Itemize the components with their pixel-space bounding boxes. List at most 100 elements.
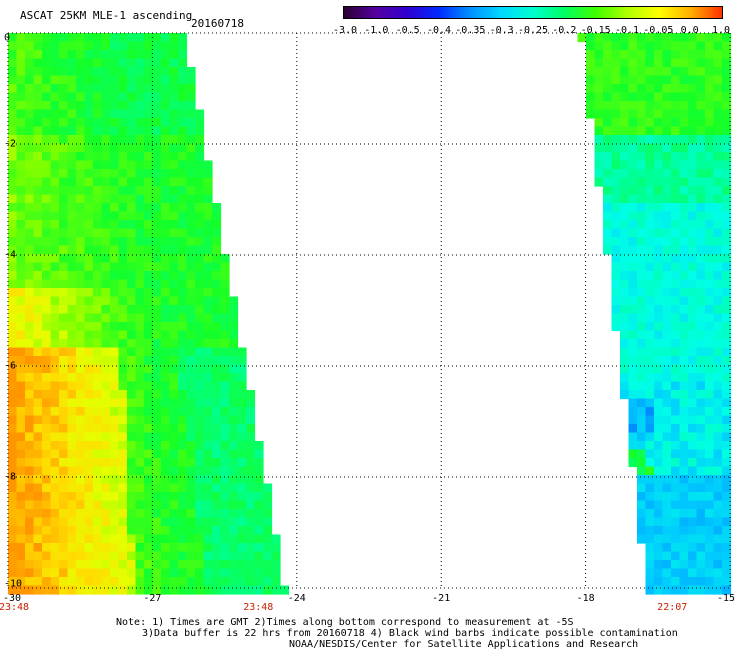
swath-cell <box>628 279 638 289</box>
swath-cell <box>195 509 205 519</box>
lat-tick-label: -10 <box>4 578 23 590</box>
swath-cell <box>118 458 128 468</box>
swath-cell <box>118 41 128 51</box>
swath-cell <box>645 254 655 264</box>
swath-cell <box>620 237 630 247</box>
swath-cell <box>203 381 213 391</box>
swath-cell <box>645 143 655 153</box>
swath-cell <box>152 33 162 43</box>
swath-cell <box>127 509 137 519</box>
swath-cell <box>688 75 698 85</box>
swath-cell <box>110 560 120 570</box>
swath-cell <box>611 296 621 306</box>
swath-cell <box>42 126 52 136</box>
swath-cell <box>42 381 52 391</box>
lat-tick-label: -2 <box>4 138 17 150</box>
swath-cell <box>662 152 672 162</box>
swath-cell <box>67 177 77 187</box>
swath-cell <box>8 135 18 145</box>
swath-cell <box>127 109 137 119</box>
swath-cell <box>101 466 111 476</box>
swath-cell <box>594 75 604 85</box>
swath-cell <box>50 33 60 43</box>
swath-cell <box>101 381 111 391</box>
swath-cell <box>237 441 247 451</box>
swath-cell <box>161 398 171 408</box>
swath-cell <box>59 262 69 272</box>
swath-cell <box>101 424 111 434</box>
swath-cell <box>178 322 188 332</box>
swath-cell <box>101 228 111 238</box>
swath-cell <box>101 373 111 383</box>
swath-cell <box>186 186 196 196</box>
swath-cell <box>67 322 77 332</box>
swath-cell <box>59 551 69 561</box>
swath-cell <box>16 483 26 493</box>
swath-cell <box>84 75 94 85</box>
swath-cell <box>16 92 26 102</box>
swath-cell <box>161 271 171 281</box>
swath-cell <box>603 50 613 60</box>
swath-cell <box>50 84 60 94</box>
swath-cell <box>50 509 60 519</box>
swath-cell <box>611 126 621 136</box>
swath-cell <box>263 534 273 544</box>
swath-cell <box>212 237 222 247</box>
swath-cell <box>161 475 171 485</box>
swath-cell <box>101 58 111 68</box>
swath-cell <box>212 373 222 383</box>
swath-cell <box>637 118 647 128</box>
swath-cell <box>93 364 103 374</box>
swath-cell <box>84 271 94 281</box>
swath-cell <box>161 568 171 578</box>
swath-cell <box>212 339 222 349</box>
swath-cell <box>16 415 26 425</box>
swath-cell <box>620 373 630 383</box>
swath-cell <box>722 118 732 128</box>
swath-cell <box>42 398 52 408</box>
swath-cell <box>705 237 715 247</box>
swath-cell <box>254 560 264 570</box>
swath-cell <box>679 313 689 323</box>
swath-cell <box>169 339 179 349</box>
swath-cell <box>67 135 77 145</box>
swath-cell <box>93 177 103 187</box>
swath-cell <box>67 160 77 170</box>
swath-cell <box>118 441 128 451</box>
swath-cell <box>654 577 664 587</box>
swath-cell <box>671 279 681 289</box>
swath-cell <box>220 322 230 332</box>
swath-cell <box>713 373 723 383</box>
swath-cell <box>152 526 162 536</box>
swath-cell <box>654 75 664 85</box>
swath-cell <box>688 577 698 587</box>
swath-cell <box>186 313 196 323</box>
swath-cell <box>603 152 613 162</box>
swath-cell <box>679 373 689 383</box>
swath-cell <box>611 220 621 230</box>
swath-cell <box>152 568 162 578</box>
swath-cell <box>713 50 723 60</box>
swath-cell <box>628 288 638 298</box>
swath-cell <box>16 126 26 136</box>
swath-cell <box>25 152 35 162</box>
swath-cell <box>645 381 655 391</box>
swath-cell <box>611 262 621 272</box>
swath-cell <box>637 92 647 102</box>
swath-cell <box>645 262 655 272</box>
swath-cell <box>93 577 103 587</box>
swath-cell <box>16 169 26 179</box>
swath-cell <box>688 262 698 272</box>
swath-cell <box>203 288 213 298</box>
swath-cell <box>16 458 26 468</box>
swath-cell <box>229 390 239 400</box>
swath-cell <box>127 381 137 391</box>
swath-cell <box>76 526 86 536</box>
swath-cell <box>110 126 120 136</box>
swath-cell <box>637 330 647 340</box>
swath-cell <box>33 534 43 544</box>
swath-cell <box>229 322 239 332</box>
swath-cell <box>195 296 205 306</box>
swath-cell <box>178 432 188 442</box>
swath-cell <box>654 568 664 578</box>
